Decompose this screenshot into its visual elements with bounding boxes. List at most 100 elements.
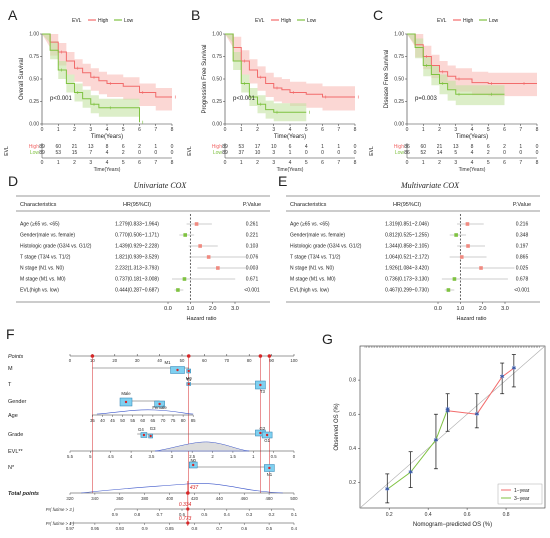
nomo-evl-tick-label: 2 <box>211 454 214 459</box>
nomo-points-tick-label: 30 <box>135 358 140 363</box>
nomo-total-tick-label: 400 <box>166 496 174 501</box>
risk-x-tick-label: 5 <box>122 160 125 166</box>
km-x-title: Time(Years) <box>91 134 123 140</box>
cox-hr-point <box>454 233 458 237</box>
nomo-box-point <box>265 433 269 437</box>
panel-letter-c: C <box>373 7 383 23</box>
risk-count-high: 0 <box>536 144 539 150</box>
nomo-total-label: Total points <box>8 491 39 497</box>
cox-row-label: T stage (T3/4 vs. T1/2) <box>20 255 71 261</box>
cox-row-hr: 2.232(1.313~3.793) <box>115 266 159 272</box>
risk-x-tick-label: 3 <box>454 160 457 166</box>
cox-row-pvalue: 0.216 <box>516 222 529 228</box>
nomo-red-dot <box>267 354 272 358</box>
nomo-prob-tick-label: 0.4 <box>224 512 231 517</box>
risk-count-high: 0 <box>354 144 357 150</box>
risk-count-low: 1 <box>289 150 292 156</box>
risk-count-low: 0 <box>171 150 174 156</box>
risk-x-tick-label: 5 <box>305 160 308 166</box>
km-curve-low <box>42 33 140 123</box>
km-legend-title: EVL <box>255 18 265 24</box>
cox-row-pvalue: 0.003 <box>246 266 259 272</box>
cox-row-pvalue: 0.671 <box>246 277 259 283</box>
km-x-tick-label: 2 <box>438 127 441 133</box>
panel-letter-f: F <box>6 326 15 342</box>
km-x-tick-label: 6 <box>138 127 141 133</box>
nomo-row-label: EVL** <box>8 449 24 455</box>
km-legend-low: Low <box>307 18 317 24</box>
cox-row-pvalue: 0.076 <box>246 255 259 261</box>
nomo-prob-tick-label: 0.97 <box>66 526 75 531</box>
km-y-tick-label: 1.00 <box>394 32 404 38</box>
nomo-age-tick-label: 80 <box>181 418 186 423</box>
nomo-box-point <box>176 368 179 372</box>
cox-row-label: T stage (T3/4 vs. T1/2) <box>290 255 341 261</box>
km-x-tick-label: 1 <box>57 127 60 133</box>
calib-x-tick-label: 0.8 <box>503 512 510 518</box>
risk-count-low: 0 <box>138 150 141 156</box>
km-y-title: Progression Free Survival <box>202 44 208 113</box>
cox-row-label: M stage (M1 vs. M0) <box>20 277 66 283</box>
km-legend-high: High <box>463 18 474 24</box>
km-y-tick-label: 0.75 <box>29 54 39 60</box>
nomo-row-label: Age <box>8 413 18 419</box>
km-x-tick-label: 8 <box>536 127 539 133</box>
nomo-prob-label: Pr( futime > 3 ) <box>46 507 75 512</box>
km-x-tick-label: 1 <box>422 127 425 133</box>
nomo-total-tick-label: 320 <box>66 496 74 501</box>
km-y-tick-label: 0.00 <box>29 122 39 128</box>
nomo-category-label: G1 <box>264 438 270 443</box>
km-p-value: p<0.001 <box>233 96 256 102</box>
cox-x-tick-label: 0.0 <box>434 306 442 312</box>
cox-header-pvalue: P.Value <box>243 202 261 208</box>
nomo-age-tick-label: 70 <box>161 418 166 423</box>
nomo-age-tick-label: 60 <box>140 418 145 423</box>
nomo-prob-tick-label: 0.4 <box>291 526 298 531</box>
risk-x-tick-label: 6 <box>321 160 324 166</box>
nomo-prob-tick-label: 0.6 <box>179 512 186 517</box>
risk-count-low: 0 <box>354 150 357 156</box>
km-y-title: Overall Survival <box>19 58 25 100</box>
nomo-category-label: G3 <box>150 426 156 431</box>
calib-x-title: Nomogram−predicted OS (%) <box>413 522 492 528</box>
cox-hr-point <box>465 222 470 226</box>
km-ci-band-low <box>407 34 505 106</box>
calib-line-3year <box>386 408 449 490</box>
risk-x-tick-label: 8 <box>354 160 357 166</box>
risk-count-high: 21 <box>72 144 78 150</box>
nomo-category-label: M0 <box>186 376 193 381</box>
risk-count-high: 8 <box>471 144 474 150</box>
nomo-points-tick-label: 50 <box>180 358 185 363</box>
calib-y-tick-label: 0.8 <box>349 378 356 384</box>
risk-x-tick-label: 4 <box>289 160 292 166</box>
risk-count-high: 13 <box>453 144 459 150</box>
nomo-prob-dot <box>186 507 190 511</box>
risk-x-tick-label: 3 <box>89 160 92 166</box>
nomo-box-point <box>187 382 190 386</box>
nomo-points-tick-label: 60 <box>202 358 207 363</box>
nomo-total-tick-label: 420 <box>191 496 199 501</box>
nomo-red-dot <box>186 354 191 358</box>
nomo-age-density <box>96 409 194 415</box>
risk-count-low: 5 <box>454 150 457 156</box>
calib-plot-frame <box>359 345 546 509</box>
risk-count-low: 4 <box>471 150 474 156</box>
nomo-total-tick-label: 360 <box>116 496 124 501</box>
nomo-age-tick-label: 65 <box>150 418 155 423</box>
nomo-box-point <box>158 402 161 406</box>
nomo-points-label: Points <box>8 354 24 360</box>
nomo-evl-tick-label: 1 <box>252 454 255 459</box>
nomo-evl-tick-label: 2.5 <box>189 454 196 459</box>
risk-x-title: Time(Years) <box>277 167 304 173</box>
calib-x-tick-label: 0.2 <box>386 512 393 518</box>
km-y-tick-label: 0.50 <box>29 77 39 83</box>
km-legend-low: Low <box>124 18 134 24</box>
nomo-prob-tick-label: 0.85 <box>165 526 174 531</box>
nomo-age-tick-label: 35 <box>90 418 95 423</box>
km-y-title: Disease Free Survival <box>384 50 390 109</box>
cox-row-pvalue: 0.197 <box>516 244 529 250</box>
risk-count-low: 0 <box>503 150 506 156</box>
km-ci-band-low <box>42 34 140 124</box>
risk-count-low: 2 <box>122 150 125 156</box>
nomo-age-tick-label: 75 <box>171 418 176 423</box>
